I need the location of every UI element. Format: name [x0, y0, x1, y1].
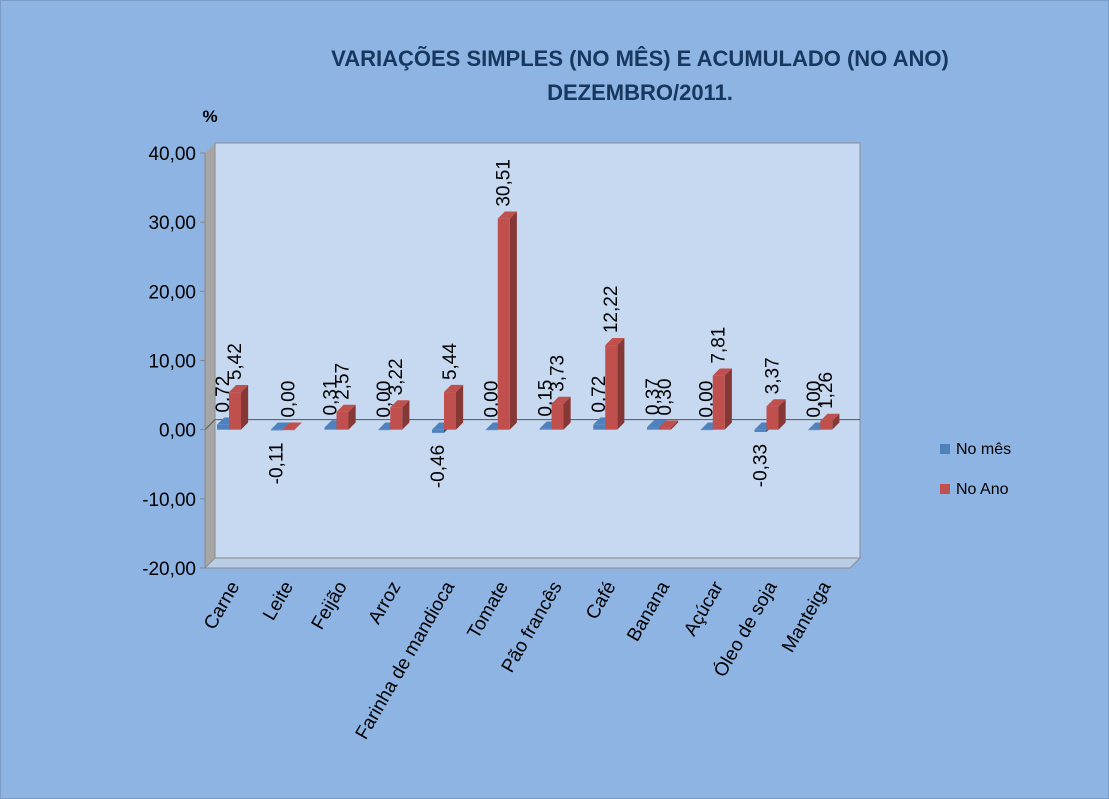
bar-side	[617, 338, 625, 430]
bar	[432, 429, 444, 433]
side-wall	[205, 143, 215, 568]
y-tick-label: 10,00	[148, 352, 196, 373]
bar	[217, 424, 229, 430]
value-label: 0,37	[643, 378, 664, 415]
bar-side	[456, 384, 464, 430]
bar	[390, 407, 403, 430]
bar	[593, 424, 606, 430]
zero-plane	[204, 419, 860, 431]
bar-top	[270, 422, 290, 430]
value-label: 0,00	[279, 381, 300, 418]
bar	[700, 429, 713, 431]
value-label: 12,22	[601, 286, 622, 334]
bar	[444, 392, 456, 430]
bar	[539, 428, 552, 430]
bar-top	[766, 399, 786, 407]
value-label: 0,00	[482, 381, 503, 418]
value-label: 30,51	[494, 159, 515, 207]
back-wall	[214, 142, 861, 559]
legend-label: No Ano	[956, 481, 1009, 498]
bar-side	[402, 400, 410, 430]
y-tick-label: 40,00	[148, 144, 196, 165]
bar-top	[605, 338, 625, 346]
value-label: 3,73	[548, 355, 569, 392]
value-label: 0,72	[589, 376, 610, 413]
y-tick-label: 30,00	[148, 213, 196, 234]
value-label: 3,37	[763, 357, 784, 394]
bar	[712, 375, 725, 430]
value-label: 5,44	[440, 343, 461, 380]
bar-side	[724, 368, 732, 430]
chart-subtitle: DEZEMBRO/2011.	[547, 80, 733, 105]
legend-swatch	[940, 484, 950, 494]
bar	[605, 345, 618, 430]
bar-top	[659, 420, 679, 428]
bar	[551, 403, 564, 430]
bar-side	[832, 413, 840, 430]
y-tick-label: -10,00	[142, 490, 196, 511]
bar	[378, 429, 391, 431]
bar-top	[282, 422, 302, 430]
value-label: -0,33	[751, 444, 772, 487]
value-label: 0,00	[697, 381, 718, 418]
value-label: 0,00	[374, 381, 395, 418]
bar	[270, 429, 283, 431]
floor	[203, 557, 862, 569]
value-label: 0,31	[321, 379, 342, 416]
value-label: 0,15	[536, 380, 557, 417]
value-label: 3,22	[386, 358, 407, 395]
legend-swatch	[940, 444, 950, 454]
value-label: 0,30	[655, 379, 676, 416]
bar	[659, 427, 671, 430]
y-axis-label: %	[202, 107, 217, 126]
value-label: 1,26	[816, 372, 837, 409]
value-label: 5,42	[225, 343, 246, 380]
bar	[324, 427, 337, 430]
value-label: 7,81	[709, 327, 730, 364]
y-tick-label: 20,00	[148, 282, 196, 303]
y-tick-label: 0,00	[159, 421, 196, 442]
bar-top	[229, 385, 249, 393]
bar	[766, 406, 779, 430]
bar-side	[671, 420, 679, 430]
y-tick-label: -20,00	[142, 559, 196, 580]
bar	[282, 429, 295, 431]
bar-top	[497, 211, 517, 219]
bar-top	[712, 368, 732, 376]
value-label: 2,57	[333, 363, 354, 400]
bar	[647, 427, 659, 430]
value-label: 0,00	[804, 381, 825, 418]
bar	[754, 429, 767, 432]
bar-top	[444, 384, 464, 393]
bar	[229, 392, 241, 430]
bar-side	[563, 396, 571, 430]
bar-top	[336, 404, 356, 412]
legend-label: No mês	[956, 441, 1011, 458]
bar-top	[390, 400, 410, 408]
bar-side	[778, 399, 786, 430]
bar-top	[820, 413, 840, 421]
bar-top	[647, 419, 667, 428]
value-label: 0,72	[213, 376, 234, 413]
value-label: -0,11	[267, 442, 288, 484]
bar-side	[348, 404, 356, 430]
bar	[497, 218, 510, 430]
bar	[808, 429, 821, 431]
bar	[820, 420, 833, 430]
bar-side	[241, 385, 249, 430]
bar-top	[551, 396, 571, 404]
bar-side	[509, 211, 517, 430]
chart-title: VARIAÇÕES SIMPLES (NO MÊS) E ACUMULADO (…	[331, 46, 949, 71]
bar	[336, 411, 349, 430]
value-label: -0,46	[428, 445, 449, 488]
bar	[485, 429, 498, 431]
